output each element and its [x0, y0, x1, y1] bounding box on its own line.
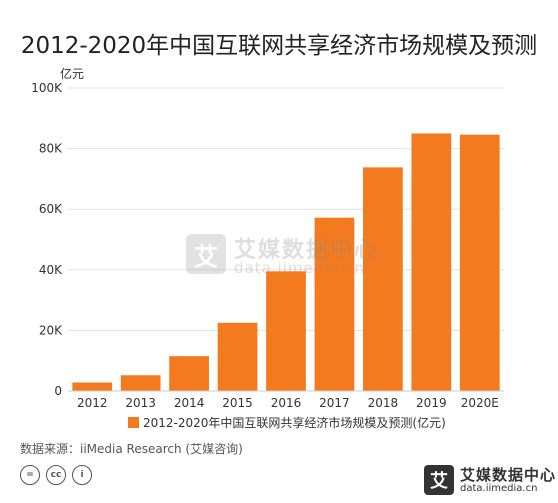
x-tick-label: 2016: [271, 396, 302, 410]
brand-name: 艾媒数据中心: [460, 466, 557, 484]
y-tick-label: 40K: [39, 263, 63, 277]
brand-url: data.iimedia.cn: [460, 483, 538, 494]
brand-logo: 艾 艾媒数据中心 data.iimedia.cn: [424, 462, 557, 498]
y-tick-label: 60K: [39, 202, 63, 216]
license-icons: = cc i: [20, 465, 92, 487]
bar: [120, 375, 161, 391]
creative-commons-icon: cc: [46, 465, 66, 485]
x-tick-label: 2017: [319, 396, 350, 410]
x-tick-label: 2012: [77, 396, 108, 410]
y-tick-label: 100K: [31, 81, 63, 95]
equals-icon: =: [20, 465, 40, 485]
x-tick-label: 2015: [222, 396, 253, 410]
bar: [314, 217, 355, 391]
brand-logo-icon: 艾: [424, 465, 454, 495]
bar: [411, 133, 452, 391]
bar: [266, 271, 306, 391]
data-source: 数据来源：iiMedia Research (艾媒咨询): [20, 442, 243, 456]
legend-swatch: [128, 417, 139, 428]
bar: [459, 134, 500, 392]
x-tick-label: 2014: [174, 396, 205, 410]
legend-label: 2012-2020年中国互联网共享经济市场规模及预测(亿元): [143, 415, 446, 430]
y-tick-label: 20K: [39, 323, 63, 337]
x-tick-label: 2018: [368, 396, 399, 410]
y-tick-label: 80K: [39, 142, 63, 156]
y-axis-label: 亿元: [60, 66, 84, 81]
bar: [217, 322, 258, 391]
bar: [72, 382, 113, 391]
x-tick-label: 2020E: [461, 396, 499, 410]
y-tick-label: 0: [54, 384, 62, 398]
x-tick-label: 2019: [416, 396, 447, 410]
chart-title: 2012-2020年中国互联网共享经济市场规模及预测: [20, 33, 538, 59]
x-tick-label: 2013: [125, 396, 156, 410]
bar: [363, 167, 403, 391]
attribution-icon: i: [72, 465, 92, 485]
bar: [169, 356, 209, 391]
